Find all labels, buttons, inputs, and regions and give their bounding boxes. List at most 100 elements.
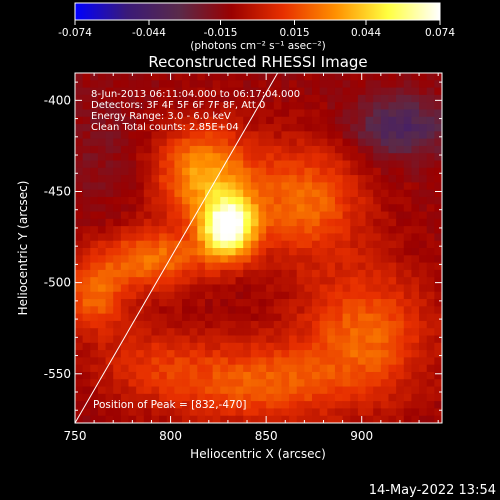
heatmap-cell (197, 167, 206, 176)
heatmap-cell (113, 255, 122, 264)
heatmap-cell (396, 211, 405, 220)
heatmap-cell (250, 262, 260, 271)
heatmap-cell (97, 401, 107, 410)
heatmap-cell (250, 153, 260, 162)
heatmap-cell (411, 313, 420, 322)
heatmap-cell (380, 277, 390, 286)
heatmap-cell (312, 182, 321, 191)
heatmap-cell (396, 299, 405, 307)
heatmap-cell (350, 269, 359, 278)
heatmap-cell (296, 138, 305, 147)
heatmap-cell (204, 80, 214, 89)
heatmap-cell (189, 116, 198, 125)
heatmap-cell (235, 255, 244, 264)
heatmap-cell (388, 211, 397, 220)
heatmap-cell (289, 87, 298, 96)
heatmap-cell (151, 226, 160, 235)
heatmap-cell (289, 328, 298, 337)
heatmap-cell (189, 350, 198, 358)
heatmap-cell (396, 182, 405, 191)
heatmap-cell (174, 226, 183, 235)
heatmap-cell (120, 204, 130, 213)
heatmap-cell (220, 306, 229, 315)
heatmap-cell (319, 328, 328, 337)
heatmap-cell (281, 116, 290, 125)
heatmap-cell (151, 255, 160, 264)
heatmap-cell (227, 189, 237, 198)
heatmap-cell (411, 211, 420, 220)
heatmap-cell (411, 379, 420, 388)
heatmap-cell (166, 350, 175, 358)
heatmap-cell (97, 138, 107, 147)
heatmap-cell (220, 80, 229, 89)
heatmap-cell (113, 94, 122, 103)
heatmap-cell (258, 401, 267, 410)
heatmap-cell (212, 124, 221, 132)
heatmap-image (75, 73, 442, 423)
heatmap-cell (304, 160, 313, 169)
heatmap-cell (419, 182, 428, 191)
heatmap-cell (334, 124, 344, 132)
heatmap-cell (296, 306, 305, 315)
heatmap-cell (174, 138, 183, 147)
heatmap-cell (227, 175, 237, 183)
heatmap-cell (365, 196, 374, 205)
heatmap-cell (357, 94, 367, 103)
heatmap-cell (113, 364, 122, 373)
heatmap-cell (365, 204, 374, 213)
heatmap-cell (388, 131, 397, 140)
heatmap-cell (151, 320, 160, 329)
heatmap-cell (220, 167, 229, 176)
heatmap-cell (97, 153, 107, 162)
heatmap-cell (197, 284, 206, 293)
heatmap-cell (151, 204, 160, 213)
heatmap-cell (266, 167, 275, 176)
heatmap-cell (75, 87, 84, 96)
heatmap-cell (97, 124, 107, 132)
heatmap-cell (235, 269, 244, 278)
heatmap-cell (235, 109, 244, 118)
heatmap-cell (220, 255, 229, 264)
heatmap-cell (128, 175, 137, 183)
heatmap-cell (97, 306, 107, 315)
heatmap-cell (327, 313, 336, 322)
heatmap-cell (235, 262, 244, 271)
heatmap-cell (75, 226, 84, 235)
heatmap-cell (365, 277, 374, 286)
heatmap-cell (151, 138, 160, 147)
heatmap-cell (204, 291, 214, 300)
heatmap-cell (243, 379, 252, 388)
heatmap-cell (342, 408, 351, 417)
heatmap-cell (273, 109, 283, 118)
heatmap-cell (426, 218, 435, 227)
heatmap-cell (312, 138, 321, 147)
heatmap-cell (182, 87, 191, 96)
heatmap-cell (350, 320, 359, 329)
heatmap-cell (296, 109, 305, 118)
heatmap-cell (220, 386, 229, 395)
heatmap-cell (273, 255, 283, 264)
heatmap-cell (204, 189, 214, 198)
heatmap-cell (334, 248, 344, 256)
heatmap-cell (419, 138, 428, 147)
heatmap-cell (235, 153, 244, 162)
heatmap-cell (258, 102, 267, 111)
heatmap-cell (380, 313, 390, 322)
heatmap-cell (166, 196, 175, 205)
heatmap-cell (120, 94, 130, 103)
y-axis: -400-450-500-550 (44, 81, 442, 411)
y-tick-label: -550 (44, 367, 71, 381)
heatmap-cell (220, 299, 229, 307)
heatmap-cell (113, 73, 122, 81)
heatmap-cell (319, 131, 328, 140)
heatmap-cell (97, 73, 107, 81)
heatmap-cell (182, 255, 191, 264)
heatmap-cell (243, 357, 252, 366)
heatmap-cell (266, 328, 275, 337)
heatmap-cell (365, 291, 374, 300)
heatmap-cell (273, 73, 283, 81)
heatmap-cell (197, 233, 206, 242)
heatmap-cell (250, 291, 260, 300)
heatmap-cell (281, 284, 290, 293)
heatmap-cell (113, 357, 122, 366)
